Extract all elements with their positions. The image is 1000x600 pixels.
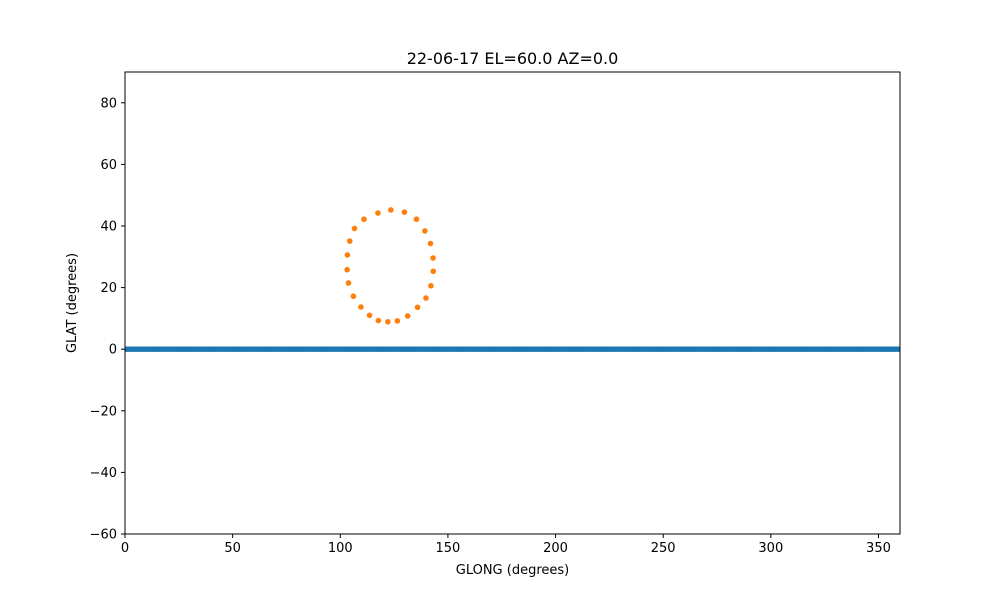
- axes: 0 50 100 150 200 250 300 350 −60 −40 −20 0 20 40 60 80: [90, 96, 891, 556]
- y-tick-label: 80: [100, 96, 117, 111]
- y-tick-label: 20: [100, 281, 117, 296]
- y-tick-label: −60: [90, 528, 117, 543]
- data-point-beam: [404, 313, 411, 319]
- data-point-beam: [427, 240, 434, 247]
- plot-area: [125, 207, 900, 353]
- y-tick-label: −40: [90, 466, 117, 481]
- data-point-plane: [897, 346, 900, 352]
- y-tick-label: 60: [100, 158, 117, 173]
- data-point-beam: [358, 304, 364, 310]
- x-tick-label: 200: [543, 541, 568, 556]
- data-point-beam: [414, 304, 421, 311]
- data-point-beam: [350, 293, 357, 300]
- x-tick-label: 300: [758, 541, 783, 556]
- data-point-beam: [394, 318, 401, 324]
- data-point-beam: [351, 225, 358, 232]
- data-point-beam: [344, 252, 351, 258]
- data-point-beam: [401, 209, 408, 215]
- data-point-beam: [428, 282, 434, 289]
- data-point-beam: [413, 216, 420, 223]
- x-axis-label: GLONG (degrees): [456, 563, 570, 578]
- data-point-beam: [375, 317, 382, 324]
- data-point-beam: [388, 207, 394, 213]
- data-point-beam: [345, 280, 352, 286]
- x-tick-label: 250: [651, 541, 676, 556]
- x-tick-label: 350: [866, 541, 891, 556]
- data-point-beam: [361, 216, 367, 223]
- data-point-beam: [375, 210, 381, 216]
- plot-frame: [124, 71, 901, 535]
- data-point-beam: [346, 238, 353, 244]
- x-tick-label: 150: [436, 541, 461, 556]
- data-point-beam: [385, 318, 391, 325]
- data-point-beam: [430, 255, 436, 261]
- chart-title: 22-06-17 EL=60.0 AZ=0.0: [407, 49, 619, 68]
- y-tick-label: 40: [100, 220, 117, 235]
- data-point-beam: [366, 312, 373, 319]
- data-point-beam: [422, 228, 428, 234]
- y-tick-label: 0: [109, 343, 117, 358]
- x-tick-label: 0: [121, 541, 129, 556]
- data-point-beam: [344, 266, 350, 273]
- data-point-beam: [430, 268, 437, 275]
- x-tick-label: 50: [224, 541, 241, 556]
- x-tick-label: 100: [328, 541, 353, 556]
- y-axis-label: GLAT (degrees): [65, 253, 80, 353]
- data-point-beam: [423, 295, 429, 301]
- y-tick-label: −20: [90, 404, 117, 419]
